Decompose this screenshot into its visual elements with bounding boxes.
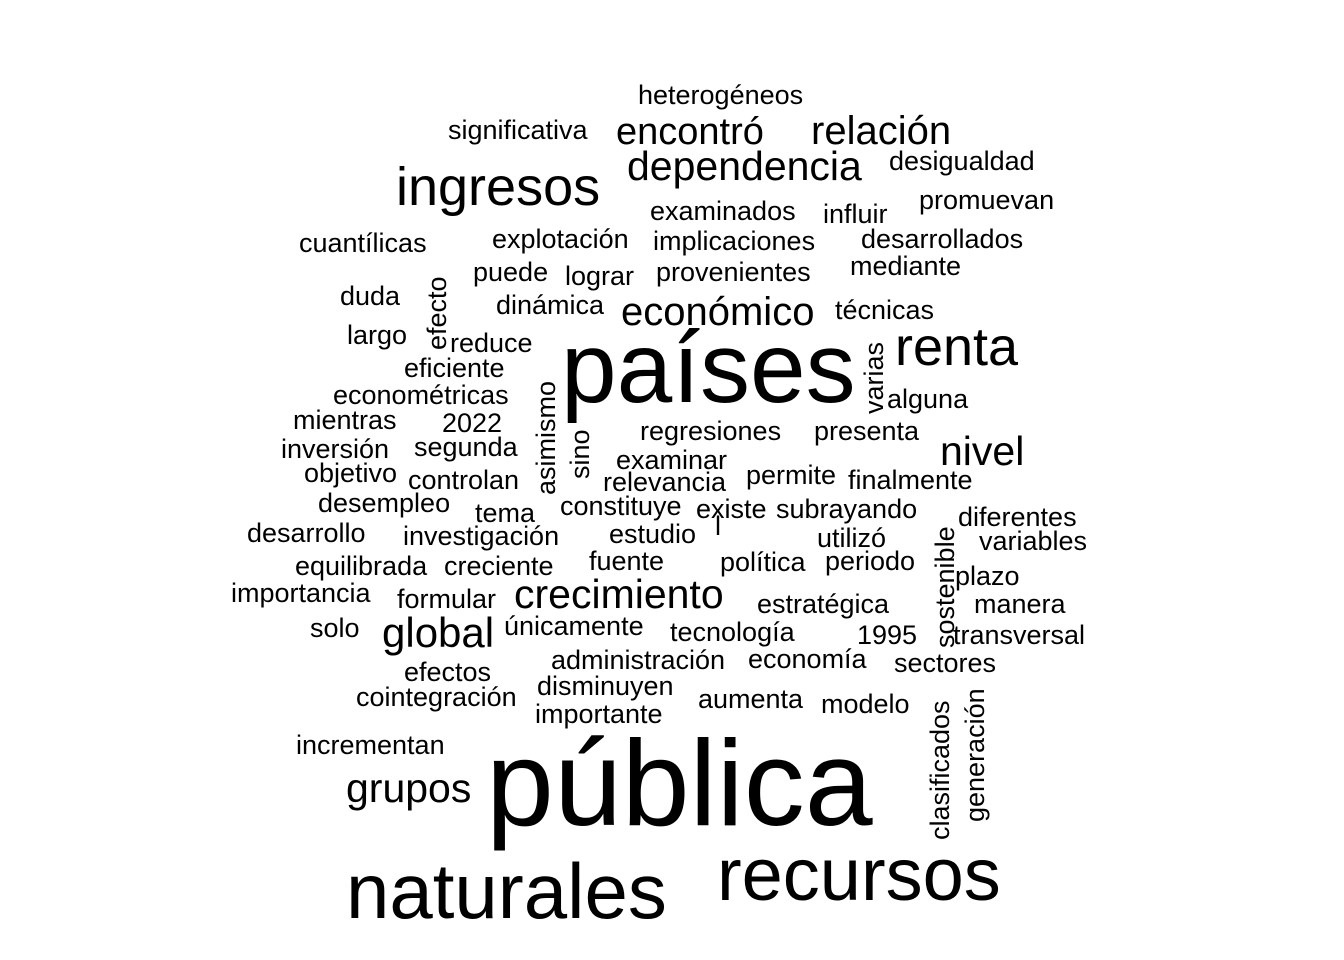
word-heterogeneos: heterogéneos — [638, 80, 804, 110]
word-provenientes: provenientes — [656, 257, 811, 287]
word-estrategica: estratégica — [757, 589, 890, 619]
word-encontro: encontró — [616, 111, 764, 153]
word-recursos: recursos — [717, 833, 1001, 916]
word-economia: economía — [748, 644, 867, 674]
word-equilibrada: equilibrada — [295, 551, 428, 581]
word-duda: duda — [340, 281, 401, 311]
word-plazo: plazo — [955, 561, 1020, 591]
word-dinamica: dinámica — [496, 290, 605, 320]
word-relevancia: relevancia — [603, 467, 727, 497]
word-utilizo: utilizó — [817, 523, 887, 553]
word-eficiente: eficiente — [404, 353, 505, 383]
word-largo: largo — [347, 320, 408, 350]
word-ingresos: ingresos — [396, 157, 601, 217]
word-existe: existe — [696, 494, 767, 524]
word-cuantilicas: cuantílicas — [299, 228, 427, 258]
word-reduce: reduce — [450, 328, 533, 358]
word-administracion: administración — [551, 645, 726, 675]
word-1995: 1995 — [857, 620, 918, 650]
word-clasificados: clasificados — [925, 700, 955, 840]
word-l: l — [715, 511, 721, 541]
word-creciente: creciente — [444, 551, 554, 581]
word-unicamente: únicamente — [504, 611, 644, 641]
word-grupos: grupos — [346, 765, 472, 811]
word-modelo: modelo — [821, 689, 910, 719]
word-2022: 2022 — [442, 408, 503, 438]
word-desempleo: desempleo — [318, 488, 451, 518]
word-importante: importante — [535, 699, 663, 729]
word-publica: pública — [486, 715, 873, 851]
word-diferentes: diferentes — [958, 502, 1077, 532]
word-asimismo: asimismo — [531, 380, 561, 495]
word-influir: influir — [823, 199, 888, 229]
word-efectos: efectos — [404, 657, 492, 687]
word-varias: varias — [859, 341, 889, 414]
word-presenta: presenta — [814, 416, 920, 446]
word-puede: puede — [473, 257, 549, 287]
word-periodo: periodo — [825, 546, 916, 576]
word-renta: renta — [895, 317, 1019, 377]
word-regresiones: regresiones — [640, 416, 782, 446]
word-segunda: segunda — [414, 432, 518, 462]
word-lograr: lograr — [565, 261, 635, 291]
word-sectores: sectores — [894, 648, 997, 678]
word-transversal: transversal — [953, 620, 1086, 650]
word-desarrollados: desarrollados — [861, 224, 1024, 254]
word-promuevan: promuevan — [919, 185, 1055, 215]
word-dependencia: dependencia — [627, 143, 862, 189]
word-tecnologia: tecnología — [670, 617, 795, 647]
word-objetivo: objetivo — [304, 458, 398, 488]
word-nivel: nivel — [940, 428, 1025, 474]
word-manera: manera — [974, 589, 1066, 619]
word-investigacion: investigación — [403, 521, 560, 551]
word-desarrollo: desarrollo — [247, 518, 366, 548]
word-cointegracion: cointegración — [356, 682, 517, 712]
word-finalmente: finalmente — [848, 465, 973, 495]
word-constituye: constituye — [560, 491, 682, 521]
word-relacion: relación — [811, 109, 952, 153]
word-subrayando: subrayando — [776, 494, 918, 524]
word-econometricas: econométricas — [333, 380, 509, 410]
word-desigualdad: desigualdad — [889, 146, 1035, 176]
word-fuente: fuente — [589, 546, 665, 576]
word-implicaciones: implicaciones — [653, 226, 816, 256]
word-sino: sino — [565, 429, 595, 479]
word-naturales: naturales — [346, 847, 667, 935]
word-tecnicas: técnicas — [835, 295, 935, 325]
word-incrementan: incrementan — [296, 730, 445, 760]
word-alguna: alguna — [887, 384, 969, 414]
word-estudio: estudio — [609, 519, 697, 549]
word-global: global — [382, 609, 495, 656]
word-tema: tema — [475, 498, 536, 528]
word-examinar: examinar — [616, 445, 728, 475]
word-mediante: mediante — [850, 251, 962, 281]
word-inversion: inversión — [281, 434, 390, 464]
word-permite: permite — [746, 460, 837, 490]
word-generacion: generación — [960, 688, 990, 822]
word-controlan: controlan — [408, 465, 520, 495]
word-aumenta: aumenta — [698, 684, 804, 714]
word-disminuyen: disminuyen — [537, 671, 674, 701]
word-explotacion: explotación — [492, 224, 629, 254]
word-mientras: mientras — [293, 405, 397, 435]
word-paises: países — [561, 312, 856, 424]
word-examinados: examinados — [650, 196, 796, 226]
word-crecimiento: crecimiento — [514, 571, 724, 617]
word-solo: solo — [310, 613, 360, 643]
word-significativa: significativa — [448, 115, 588, 145]
word-formular: formular — [397, 584, 497, 614]
word-variables: variables — [979, 526, 1088, 556]
word-importancia: importancia — [231, 578, 371, 608]
word-politica: política — [720, 547, 806, 577]
word-efecto: efecto — [422, 276, 452, 350]
word-economico: económico — [621, 290, 815, 334]
